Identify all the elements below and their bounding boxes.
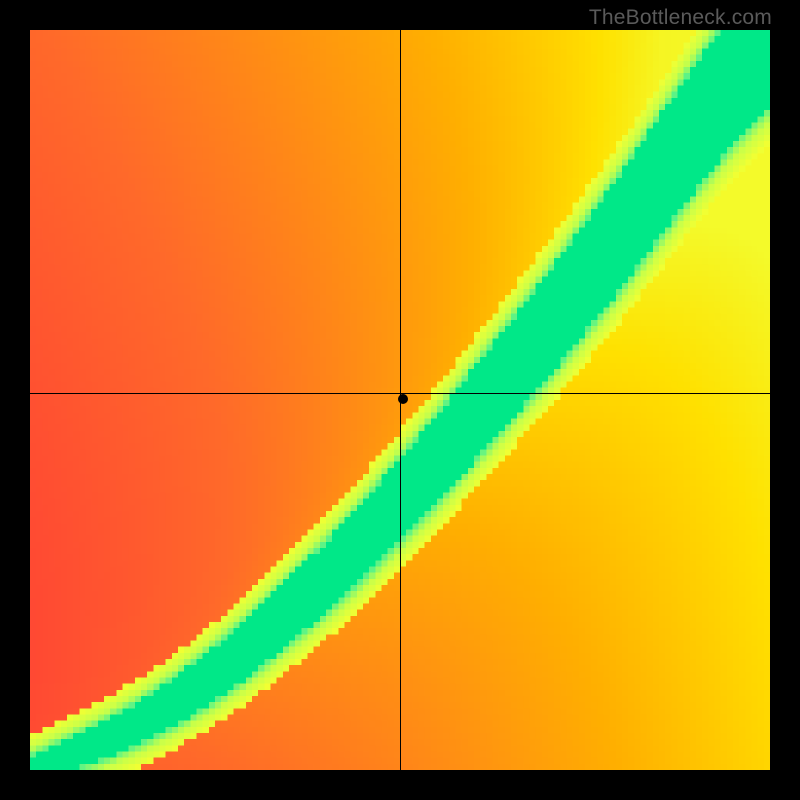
marker-dot <box>398 394 408 404</box>
plot-area <box>30 30 770 770</box>
crosshair-horizontal <box>30 393 770 394</box>
watermark-text: TheBottleneck.com <box>589 6 772 30</box>
